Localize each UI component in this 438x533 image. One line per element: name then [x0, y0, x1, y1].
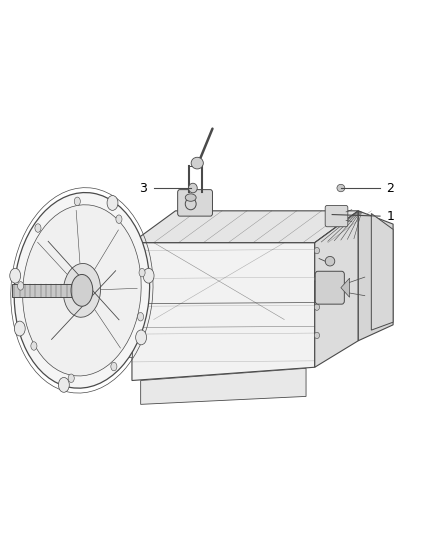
- Polygon shape: [341, 278, 350, 297]
- Ellipse shape: [191, 157, 203, 169]
- Ellipse shape: [23, 205, 141, 376]
- Ellipse shape: [107, 196, 118, 211]
- FancyBboxPatch shape: [178, 190, 212, 216]
- Ellipse shape: [188, 183, 197, 193]
- Text: 3: 3: [139, 182, 147, 195]
- Ellipse shape: [63, 263, 101, 317]
- Ellipse shape: [185, 198, 196, 210]
- Ellipse shape: [71, 274, 93, 306]
- Ellipse shape: [143, 268, 154, 283]
- Ellipse shape: [10, 268, 21, 283]
- Ellipse shape: [138, 312, 144, 321]
- Polygon shape: [358, 211, 393, 341]
- Ellipse shape: [314, 247, 320, 254]
- Polygon shape: [113, 335, 132, 357]
- Ellipse shape: [185, 194, 196, 201]
- FancyBboxPatch shape: [315, 271, 344, 304]
- Polygon shape: [371, 214, 393, 330]
- Ellipse shape: [139, 269, 145, 277]
- Ellipse shape: [325, 256, 335, 266]
- Ellipse shape: [58, 377, 69, 392]
- Ellipse shape: [14, 192, 150, 388]
- Ellipse shape: [68, 374, 74, 383]
- Ellipse shape: [337, 184, 345, 192]
- Ellipse shape: [136, 330, 147, 345]
- Polygon shape: [132, 211, 358, 243]
- Polygon shape: [315, 211, 358, 367]
- Ellipse shape: [116, 215, 122, 223]
- FancyBboxPatch shape: [325, 206, 348, 227]
- Ellipse shape: [31, 342, 37, 350]
- Polygon shape: [132, 243, 315, 381]
- Ellipse shape: [74, 197, 80, 206]
- Ellipse shape: [35, 224, 41, 232]
- Ellipse shape: [111, 362, 117, 371]
- Ellipse shape: [314, 332, 320, 338]
- Polygon shape: [141, 368, 306, 405]
- Polygon shape: [113, 256, 132, 277]
- Polygon shape: [12, 284, 80, 297]
- Text: 2: 2: [387, 182, 395, 195]
- Ellipse shape: [14, 321, 25, 336]
- Ellipse shape: [314, 304, 320, 310]
- Ellipse shape: [18, 281, 24, 290]
- Ellipse shape: [314, 276, 320, 282]
- Text: 1: 1: [387, 209, 395, 223]
